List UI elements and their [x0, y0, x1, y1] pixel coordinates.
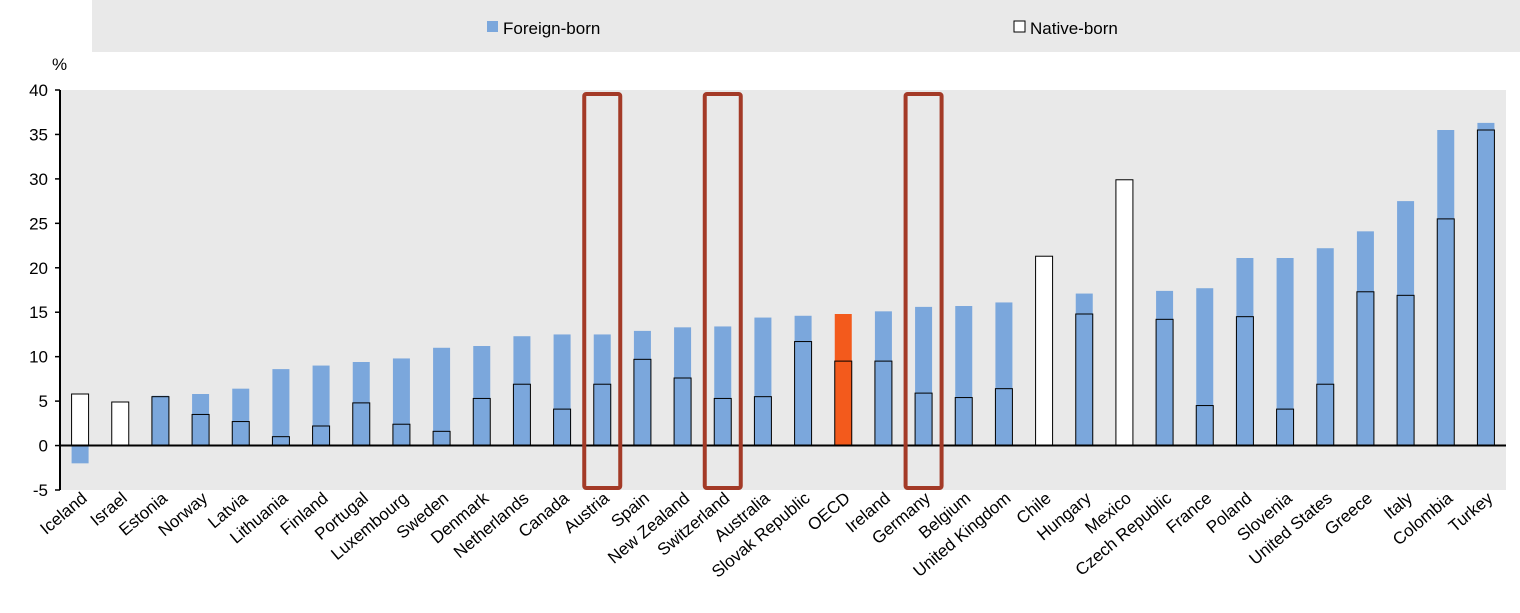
bar-foreign-born-denmark — [473, 346, 491, 446]
highlight-boxes — [582, 92, 944, 490]
highlight-box-austria — [582, 92, 623, 490]
bar-foreign-born-switzerland — [714, 326, 732, 446]
x-tick-label-turkey: Turkey — [1445, 488, 1497, 536]
bar-foreign-born-spain — [633, 330, 651, 446]
bar-foreign-born-austria — [593, 334, 611, 446]
y-axis-unit-label: % — [52, 55, 67, 74]
y-tick-label: 0 — [39, 437, 48, 456]
y-tick-label: 40 — [29, 81, 48, 100]
y-tick-label: 10 — [29, 348, 48, 367]
bar-foreign-born-germany — [915, 306, 933, 446]
y-tick-label: 35 — [29, 125, 48, 144]
bar-foreign-born-greece — [1356, 231, 1374, 446]
legend-background — [92, 0, 1520, 52]
bar-foreign-born-finland — [312, 365, 330, 446]
bar-foreign-born-new-zealand — [674, 327, 692, 446]
bar-foreign-born-belgium — [955, 306, 973, 446]
legend-swatch-native-born — [1013, 20, 1026, 33]
y-tick-label: 25 — [29, 214, 48, 233]
y-tick-label: 15 — [29, 303, 48, 322]
bar-foreign-born-czech-republic — [1156, 290, 1174, 446]
bar-foreign-born-slovak-republic — [794, 315, 812, 446]
bars — [71, 122, 1495, 464]
x-tick-label-austria: Austria — [560, 488, 613, 537]
bar-foreign-born-italy — [1397, 201, 1415, 446]
bar-foreign-born-hungary — [1075, 293, 1093, 446]
bar-foreign-born-poland — [1236, 258, 1254, 446]
y-tick-label: -5 — [33, 481, 48, 500]
bar-foreign-born-united-kingdom — [995, 302, 1013, 446]
bar-foreign-born-ireland — [874, 311, 892, 446]
bar-foreign-born-iceland — [71, 445, 89, 464]
bar-foreign-born-estonia — [151, 395, 169, 446]
highlight-box-switzerland — [702, 92, 743, 490]
x-axis-labels: IcelandIsraelEstoniaNorwayLatviaLithuani… — [36, 488, 1496, 581]
bar-foreign-born-norway — [192, 394, 210, 446]
y-tick-label: 30 — [29, 170, 48, 189]
bar-foreign-born-netherlands — [513, 336, 531, 446]
bar-foreign-born-portugal — [352, 362, 370, 446]
bar-foreign-born-france — [1196, 288, 1214, 446]
bar-native-born-mexico — [1115, 179, 1134, 447]
bar-foreign-born-colombia — [1437, 130, 1455, 446]
y-axis: -5 0 5 10 15 20 25 30 35 40 — [29, 81, 1506, 500]
bar-native-born-iceland — [71, 393, 90, 447]
bar-foreign-born-lithuania — [272, 369, 290, 446]
bar-foreign-born-sweden — [433, 347, 451, 446]
legend-label-native-born: Native-born — [1030, 19, 1118, 38]
bar-foreign-born-latvia — [232, 388, 250, 446]
bar-native-born-israel — [111, 401, 130, 447]
bar-foreign-born-luxembourg — [392, 358, 410, 446]
y-tick-label: 5 — [39, 392, 48, 411]
bar-native-born-chile — [1035, 255, 1054, 447]
bar-foreign-born-slovenia — [1276, 258, 1294, 446]
bar-foreign-born-united-states — [1316, 248, 1334, 446]
legend-swatch-foreign-born — [487, 21, 498, 32]
legend-label-foreign-born: Foreign-born — [503, 19, 600, 38]
highlight-box-germany — [903, 92, 944, 490]
bar-foreign-born-canada — [553, 334, 571, 446]
bar-foreign-born-turkey — [1477, 122, 1495, 446]
bar-foreign-born-australia — [754, 317, 772, 446]
bar-foreign-born-oecd — [834, 314, 852, 446]
y-tick-label: 20 — [29, 259, 48, 278]
plot-area — [60, 90, 1506, 490]
x-tick-label-france: France — [1163, 489, 1216, 538]
legend: Foreign-born Native-born — [487, 19, 1118, 38]
